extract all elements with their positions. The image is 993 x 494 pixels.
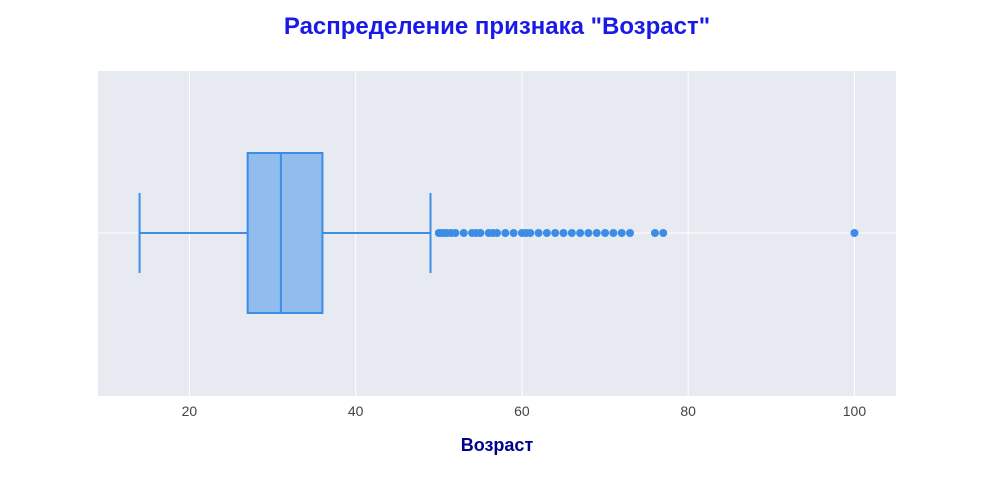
outlier-point xyxy=(476,229,485,237)
outlier-point xyxy=(493,229,501,237)
x-tick-label: 80 xyxy=(680,403,696,419)
box-group xyxy=(138,152,432,314)
outlier-point xyxy=(509,229,518,237)
outlier-point xyxy=(650,229,659,237)
outlier-point xyxy=(534,229,543,237)
outlier-point xyxy=(659,229,668,237)
outlier-point xyxy=(567,229,576,237)
outlier-point xyxy=(592,229,601,237)
x-tick-label: 60 xyxy=(514,403,530,419)
outlier-point xyxy=(551,229,560,237)
x-axis-label: Возраст xyxy=(461,435,534,455)
outlier-point xyxy=(451,229,460,237)
outlier-point xyxy=(850,229,859,237)
outlier-points xyxy=(434,229,859,237)
iqr-box xyxy=(246,152,324,314)
outlier-point xyxy=(526,229,535,237)
outlier-point xyxy=(609,229,618,237)
outlier-point xyxy=(626,229,634,237)
x-axis-ticks: 20 40 60 80 100 xyxy=(182,403,867,419)
x-tick-label: 40 xyxy=(348,403,364,419)
outlier-point xyxy=(584,229,593,237)
x-tick-label: 20 xyxy=(182,403,198,419)
outlier-point xyxy=(501,229,510,237)
outlier-point xyxy=(559,229,568,237)
outlier-point xyxy=(459,229,468,237)
outlier-point xyxy=(576,229,585,237)
chart-title: Распределение признака "Возраст" xyxy=(284,13,710,40)
outlier-point xyxy=(542,229,551,237)
x-tick-label: 100 xyxy=(843,403,867,419)
outlier-point xyxy=(601,229,610,237)
outlier-point xyxy=(617,229,626,237)
